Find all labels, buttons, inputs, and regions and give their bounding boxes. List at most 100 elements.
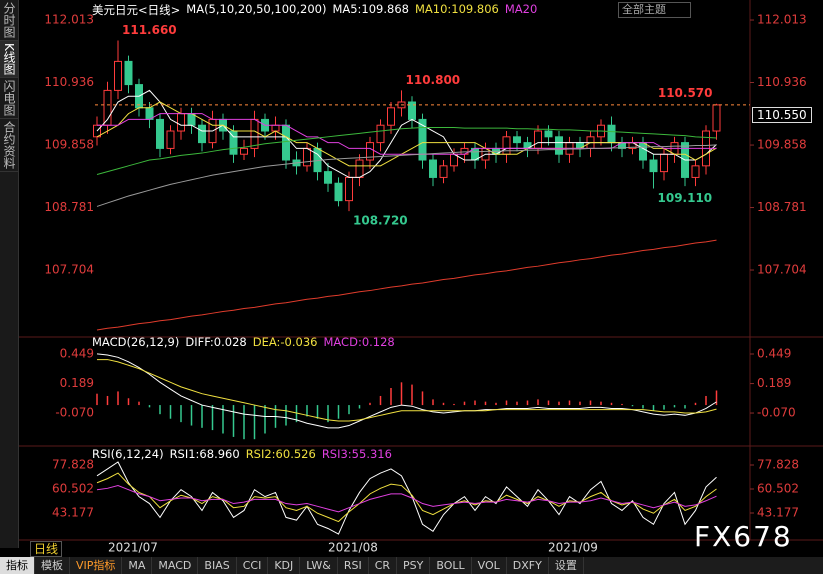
candle-body <box>544 130 553 138</box>
annotation: 110.800 <box>406 73 461 87</box>
y-tick-label: 43.177 <box>52 505 94 519</box>
x-tick-label: 2021/08 <box>328 541 378 555</box>
period[interactable]: 日线 <box>30 541 63 557</box>
bottom-tab[interactable]: CR <box>369 557 398 574</box>
candle-body <box>513 136 521 144</box>
candle-body <box>418 118 427 161</box>
candle-body <box>166 130 175 149</box>
bottom-tab[interactable]: CCI <box>237 557 269 574</box>
legend-item: RSI2:60.526 <box>245 447 316 461</box>
bottom-tab[interactable]: DXFY <box>507 557 549 574</box>
bottom-tab[interactable]: KDJ <box>268 557 301 574</box>
line-series <box>96 101 717 167</box>
candle-body <box>387 107 395 126</box>
side-tab[interactable]: K线图 <box>0 41 18 78</box>
candle-body <box>660 153 668 173</box>
y-tick-label: 112.013 <box>757 13 807 27</box>
bottom-tab[interactable]: BOLL <box>430 557 472 574</box>
bottom-tab[interactable]: 模板 <box>35 557 70 574</box>
candle-body <box>691 165 700 178</box>
candle-body <box>366 142 374 161</box>
line-series <box>96 239 717 331</box>
candle-body <box>607 124 616 144</box>
legend-item: RSI1:68.960 <box>169 447 240 461</box>
side-tabs: 分时图 K线图 闪电图 合约资料 <box>0 0 19 548</box>
bottom-tab[interactable]: MA <box>122 557 153 574</box>
legend-item: MACD:0.128 <box>323 335 395 349</box>
legend-item: MA20 <box>504 2 538 16</box>
legend-item: RSI3:55.316 <box>321 447 392 461</box>
bottom-tab[interactable]: RSI <box>338 557 369 574</box>
y-tick-label: 108.781 <box>757 200 807 214</box>
candle-body <box>177 113 185 132</box>
candle-body <box>555 136 563 155</box>
legend-item: MA5:109.868 <box>332 2 409 16</box>
candle-body <box>303 147 311 167</box>
candle-body <box>429 159 437 178</box>
line-series <box>97 359 717 422</box>
legend: MACD(26,12,9) DIFF:0.028 DEA:-0.036 MACD:0.… <box>92 335 395 349</box>
y-tick-label: 60.502 <box>757 482 799 496</box>
candle-body <box>376 124 385 144</box>
line-series <box>96 127 717 176</box>
y-tick-label: 77.828 <box>757 458 799 472</box>
candle-body <box>355 159 364 178</box>
line-series <box>96 485 717 513</box>
candle-body <box>639 142 647 161</box>
annotation: 109.110 <box>658 191 713 205</box>
candle-body <box>240 147 248 155</box>
bottom-tab[interactable]: PSY <box>397 557 431 574</box>
y-tick-label: 108.781 <box>44 200 94 214</box>
line-series <box>96 353 717 429</box>
line-series <box>96 144 717 207</box>
y-tick-label: 77.828 <box>52 458 94 472</box>
candle-body <box>324 171 332 184</box>
legend-item: MA10:109.806 <box>414 2 499 16</box>
legend: 美元日元<日线> MA(5,10,20,50,100,200) MA5:109.86… <box>92 2 537 18</box>
annotation: 110.570 <box>658 86 713 100</box>
legend-title: MACD(26,12,9) <box>92 335 180 349</box>
legend: RSI(6,12,24) RSI1:68.960 RSI2:60.526 RSI3:5… <box>92 447 392 461</box>
candle-body <box>649 159 658 173</box>
candle-body <box>271 124 280 132</box>
candle-body <box>534 130 542 149</box>
candle-body <box>282 124 290 161</box>
bottom-tab[interactable]: VOL <box>472 557 507 574</box>
bottom-tab[interactable]: 指标 <box>0 557 35 574</box>
bottom-tabs: 指标 模板 VIP指标 MA MACD BIAS CCI KDJ LW& RSI CR PSY BOLL… <box>0 557 823 574</box>
bottom-tab[interactable]: 设置 <box>549 557 584 574</box>
side-tab[interactable]: 闪电图 <box>0 78 18 119</box>
bottom-tab[interactable]: BIAS <box>198 557 237 574</box>
theme-dropdown[interactable]: 全部主题 <box>618 2 691 18</box>
annotation: 111.660 <box>122 23 177 37</box>
y-tick-label: 0.449 <box>60 346 94 360</box>
candle-body <box>712 104 721 132</box>
y-tick-label: -0.070 <box>757 406 796 420</box>
annotation: 108.720 <box>353 214 408 228</box>
legend-title: RSI(6,12,24) <box>92 447 164 461</box>
y-tick-label: 109.858 <box>757 138 807 152</box>
x-tick-label: 2021/07 <box>108 541 158 555</box>
last-price: 110.550 <box>752 107 812 123</box>
side-tab[interactable]: 分时图 <box>0 0 18 41</box>
candle-body <box>439 165 448 178</box>
y-tick-label: -0.070 <box>55 406 94 420</box>
side-tab[interactable]: 合约资料 <box>0 119 18 172</box>
candle-body <box>250 118 259 149</box>
y-tick-label: 112.013 <box>44 13 94 27</box>
candle-body <box>124 60 133 86</box>
legend-item: DIFF:0.028 <box>185 335 247 349</box>
bottom-tab[interactable]: LW& <box>300 557 338 574</box>
candle-body <box>198 124 206 144</box>
bottom-tab[interactable]: MACD <box>152 557 199 574</box>
line-series <box>96 461 717 535</box>
legend-item: DEA:-0.036 <box>252 335 318 349</box>
candle-body <box>156 118 164 149</box>
y-tick-label: 107.704 <box>44 263 94 277</box>
bottom-tab[interactable]: VIP指标 <box>70 557 123 574</box>
symbol: 美元日元<日线> <box>92 3 181 17</box>
watermark: FX678 <box>694 520 793 553</box>
